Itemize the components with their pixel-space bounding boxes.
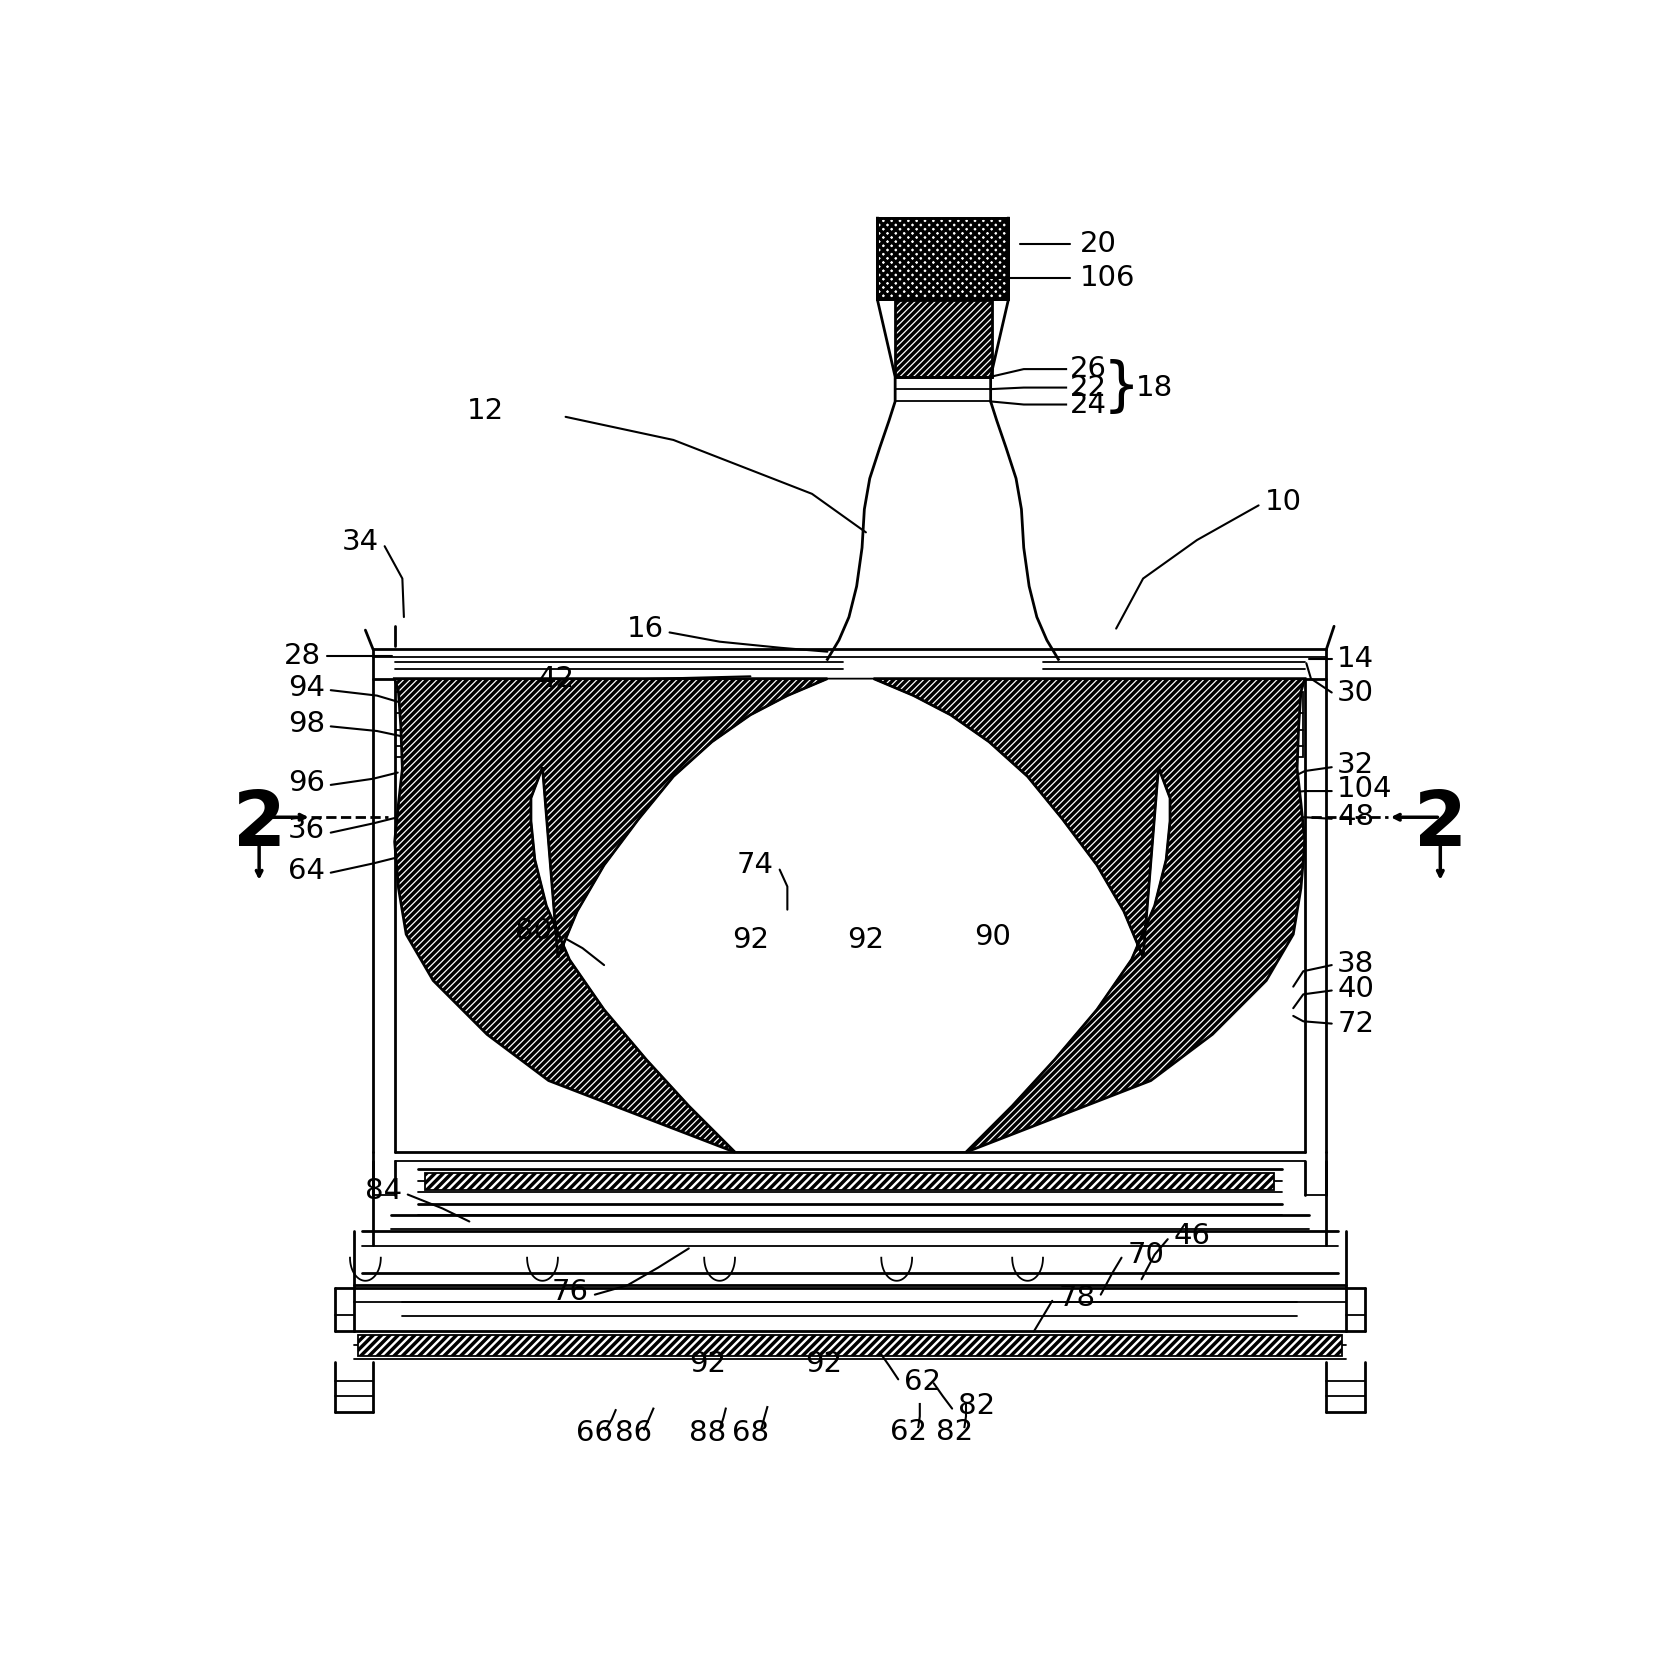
Text: 104: 104 bbox=[1336, 775, 1392, 803]
Bar bbox=[358, 1335, 1341, 1357]
Text: 84: 84 bbox=[365, 1177, 403, 1206]
Text: 82: 82 bbox=[958, 1392, 994, 1420]
Text: 82: 82 bbox=[935, 1417, 973, 1446]
Text: 72: 72 bbox=[1336, 1010, 1374, 1038]
Text: 12: 12 bbox=[467, 397, 504, 424]
Text: 96: 96 bbox=[288, 768, 325, 797]
Text: 32: 32 bbox=[1336, 751, 1374, 778]
Text: 38: 38 bbox=[1336, 949, 1374, 978]
Text: 16: 16 bbox=[626, 615, 664, 644]
Text: 30: 30 bbox=[1336, 679, 1374, 706]
Text: 42: 42 bbox=[537, 664, 575, 693]
Polygon shape bbox=[394, 679, 827, 1152]
Bar bbox=[895, 300, 991, 377]
Text: 92: 92 bbox=[689, 1350, 726, 1378]
Bar bbox=[426, 1172, 1273, 1191]
Text: 92: 92 bbox=[731, 926, 769, 954]
Text: 18: 18 bbox=[1135, 374, 1171, 401]
Bar bbox=[877, 218, 1007, 299]
Bar bbox=[877, 218, 1007, 299]
Text: 24: 24 bbox=[1069, 391, 1107, 419]
Text: 48: 48 bbox=[1336, 803, 1374, 832]
Text: 46: 46 bbox=[1173, 1223, 1210, 1249]
Bar bbox=[1268, 691, 1302, 758]
Text: 76: 76 bbox=[552, 1278, 588, 1306]
Text: 2: 2 bbox=[1413, 788, 1466, 862]
Text: 14: 14 bbox=[1336, 646, 1374, 674]
Text: 94: 94 bbox=[288, 674, 325, 703]
Text: 62: 62 bbox=[890, 1417, 926, 1446]
Text: 98: 98 bbox=[288, 709, 325, 738]
Text: 22: 22 bbox=[1069, 374, 1107, 401]
Text: 40: 40 bbox=[1336, 974, 1374, 1003]
Text: 68: 68 bbox=[731, 1419, 769, 1447]
Text: 92: 92 bbox=[847, 926, 883, 954]
Bar bbox=[396, 691, 431, 758]
Text: 88: 88 bbox=[689, 1419, 726, 1447]
Text: 62: 62 bbox=[903, 1368, 941, 1397]
Polygon shape bbox=[530, 679, 1170, 1152]
Text: 78: 78 bbox=[1057, 1285, 1095, 1313]
Text: 36: 36 bbox=[288, 817, 325, 844]
Text: 10: 10 bbox=[1264, 488, 1301, 515]
Text: 28: 28 bbox=[283, 642, 320, 669]
Text: 92: 92 bbox=[805, 1350, 842, 1378]
Text: 86: 86 bbox=[615, 1419, 651, 1447]
Text: 106: 106 bbox=[1079, 265, 1135, 292]
Text: 26: 26 bbox=[1069, 356, 1107, 382]
Text: 66: 66 bbox=[577, 1419, 613, 1447]
Text: 34: 34 bbox=[341, 528, 378, 555]
Text: 74: 74 bbox=[736, 850, 774, 879]
Text: 70: 70 bbox=[1127, 1241, 1163, 1268]
Text: }: } bbox=[1102, 359, 1140, 416]
Text: 80: 80 bbox=[514, 917, 552, 946]
Text: 2: 2 bbox=[232, 788, 285, 862]
Text: 64: 64 bbox=[288, 857, 325, 885]
Polygon shape bbox=[873, 679, 1304, 1152]
Text: 20: 20 bbox=[1079, 230, 1117, 258]
Text: 90: 90 bbox=[973, 922, 1011, 951]
